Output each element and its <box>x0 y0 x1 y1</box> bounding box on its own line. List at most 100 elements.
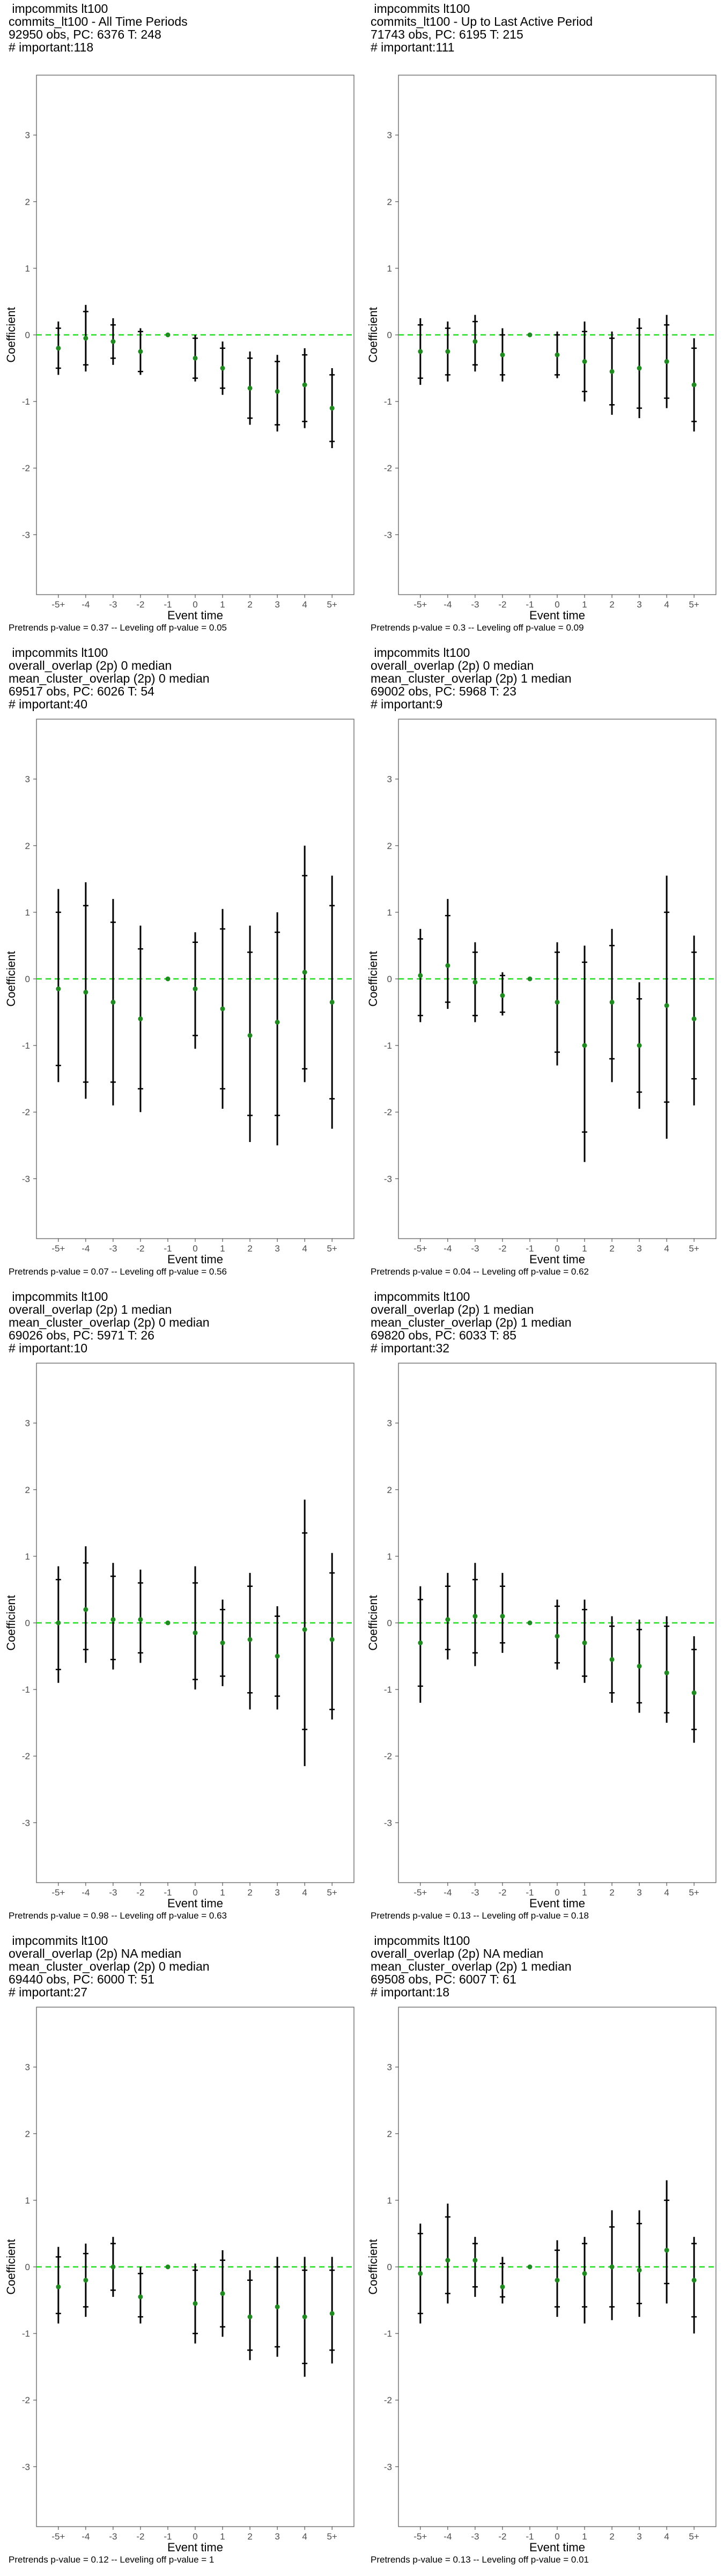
coefficient-point <box>165 1620 171 1626</box>
event-time-estimate <box>609 1616 615 1703</box>
x-axis-label: Event time <box>167 2541 223 2554</box>
event-time-estimate <box>445 899 450 1009</box>
x-tick-label: -1 <box>526 1243 534 1254</box>
x-tick-label: -4 <box>444 1887 452 1898</box>
chart-title-line: impcommits lt100 <box>9 1934 108 1948</box>
x-tick-label: -3 <box>471 1243 479 1254</box>
x-tick-label: 2 <box>247 2531 252 2542</box>
x-tick-label: 4 <box>302 2531 307 2542</box>
event-time-estimate <box>193 932 198 1049</box>
x-tick-label: -3 <box>471 1887 479 1898</box>
event-time-estimate <box>193 2263 198 2344</box>
pvalue-footer: Pretrends p-value = 0.07 -- Leveling off… <box>9 1267 227 1277</box>
event-time-estimate <box>555 1599 560 1670</box>
coefficient-point <box>110 339 116 344</box>
x-tick-label: -1 <box>526 599 534 610</box>
event-time-estimate <box>329 368 335 448</box>
coefficient-point <box>582 1640 587 1645</box>
coefficient-point <box>193 986 198 992</box>
x-tick-label: 1 <box>220 599 225 610</box>
chart-title-line: overall_overlap (2p) 1 median <box>371 1302 534 1316</box>
x-tick-label: -4 <box>444 2531 452 2542</box>
coefficient-point <box>83 1607 88 1612</box>
coefficient-point <box>275 389 280 394</box>
chart-title: impcommits lt100 commits_lt100 - All Time… <box>9 2 188 54</box>
event-time-estimate <box>137 328 143 375</box>
chart-title: impcommits lt100 overall_overlap (2p) NA … <box>371 1934 572 1999</box>
event-time-estimate <box>417 928 423 1022</box>
event-time-estimate <box>110 318 116 365</box>
x-tick-label: 5+ <box>327 1887 337 1898</box>
event-time-estimate <box>302 2257 308 2377</box>
x-axis-label: Event time <box>529 2541 585 2554</box>
coefficient-point <box>527 1620 533 1626</box>
coefficient-point <box>445 349 450 354</box>
event-time-estimate <box>691 338 697 431</box>
event-time-estimate <box>472 2237 478 2297</box>
x-tick-label: 1 <box>220 1887 225 1898</box>
event-time-estimate <box>609 2210 615 2321</box>
y-tick-label: -1 <box>22 397 30 407</box>
event-time-estimate <box>55 321 61 375</box>
coefficient-point <box>247 1033 253 1038</box>
y-tick-label: 2 <box>387 841 392 851</box>
y-tick-label: -2 <box>22 463 30 473</box>
event-time-estimate <box>499 328 505 382</box>
chart-panel: impcommits lt100 overall_overlap (2p) NA … <box>362 1932 724 2576</box>
coefficient-point <box>56 986 61 992</box>
event-time-estimate <box>527 1620 533 1626</box>
chart-title-line: impcommits lt100 <box>371 1290 470 1304</box>
y-axis-label: Coefficient <box>4 2239 18 2295</box>
coefficient-point <box>691 2278 697 2283</box>
y-tick-label: -3 <box>22 1174 30 1184</box>
x-tick-label: -5+ <box>413 2531 427 2542</box>
coefficient-point <box>582 1043 587 1048</box>
x-tick-label: 0 <box>555 1243 559 1254</box>
event-time-estimate <box>275 2257 280 2357</box>
x-tick-label: -3 <box>109 2531 117 2542</box>
y-tick-label: -2 <box>384 2395 392 2405</box>
x-axis-label: Event time <box>529 1253 585 1266</box>
coefficient-point <box>637 2267 642 2273</box>
coefficient-point <box>664 359 669 364</box>
x-tick-label: 4 <box>302 599 307 610</box>
coefficient-point <box>329 406 335 411</box>
event-time-estimate <box>691 935 697 1106</box>
coefficient-point <box>445 1617 450 1622</box>
chart-title-line: overall_overlap (2p) 1 median <box>9 1302 172 1316</box>
event-time-estimate <box>691 1636 697 1743</box>
y-tick-label: -2 <box>384 1107 392 1117</box>
y-tick-label: 0 <box>387 2262 392 2272</box>
x-tick-label: 4 <box>664 1887 669 1898</box>
chart-title-line: overall_overlap (2p) 0 median <box>371 658 534 672</box>
coefficient-point <box>472 979 478 985</box>
event-time-estimate <box>302 348 308 428</box>
y-tick-label: -2 <box>22 2395 30 2405</box>
x-tick-label: -1 <box>164 1243 172 1254</box>
x-axis-label: Event time <box>529 609 585 622</box>
coefficient-point <box>637 1664 642 1669</box>
y-tick-label: 3 <box>25 130 30 141</box>
event-time-estimate <box>55 1566 61 1683</box>
x-tick-label: 2 <box>247 599 252 610</box>
coefficient-point <box>418 2271 423 2276</box>
event-time-estimate <box>110 899 116 1106</box>
coefficient-plot: -3 -2 -1 0 1 2 3 -5+ -4 -3 -2 -1 0 1 2 3 4 5+ Event time Co… <box>366 1363 716 1910</box>
x-tick-label: 5+ <box>689 599 699 610</box>
chart-title-line: 69508 obs, PC: 6007 T: 61 <box>371 1972 516 1986</box>
chart-title-line: # important:118 <box>9 40 94 54</box>
y-tick-label: 2 <box>25 197 30 207</box>
x-tick-label: -2 <box>498 2531 506 2542</box>
event-time-estimate <box>637 982 642 1109</box>
x-tick-label: 3 <box>275 2531 279 2542</box>
event-time-estimate <box>83 882 88 1099</box>
coefficient-point <box>165 2264 171 2270</box>
coefficient-point <box>165 332 171 338</box>
y-axis-label: Coefficient <box>4 951 18 1007</box>
event-time-estimate <box>247 352 253 425</box>
coefficient-plot: -3 -2 -1 0 1 2 3 -5+ -4 -3 -2 -1 0 1 2 3 4 5+ Event time Co… <box>366 719 716 1266</box>
event-time-estimate <box>83 1546 88 1663</box>
x-tick-label: 4 <box>664 2531 669 2542</box>
event-time-estimate <box>664 2180 670 2304</box>
coefficient-point <box>275 1020 280 1025</box>
